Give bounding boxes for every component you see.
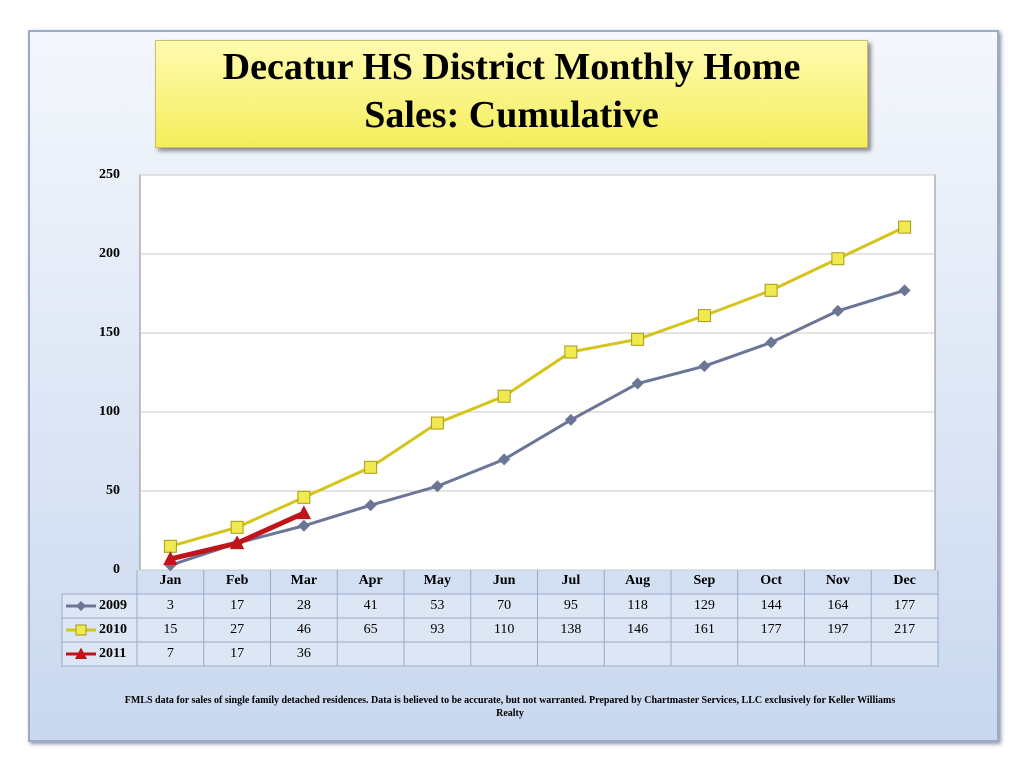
x-tick-label: Nov bbox=[826, 573, 850, 588]
marker bbox=[76, 601, 86, 611]
table-value: 53 bbox=[430, 598, 444, 613]
series-line bbox=[169, 288, 906, 567]
marker bbox=[564, 345, 578, 359]
x-tick-label: Jun bbox=[493, 573, 516, 588]
table-value: 110 bbox=[494, 622, 514, 637]
marker bbox=[75, 624, 87, 636]
table-value: 164 bbox=[827, 598, 848, 613]
table-value: 17 bbox=[230, 646, 244, 661]
x-tick-label: Apr bbox=[359, 573, 383, 588]
y-tick-label: 250 bbox=[99, 167, 120, 182]
marker bbox=[564, 413, 577, 426]
legend-label: 2009 bbox=[99, 598, 127, 613]
x-tick-label: Jul bbox=[562, 573, 581, 588]
marker bbox=[297, 490, 311, 504]
marker bbox=[498, 453, 511, 466]
marker bbox=[163, 551, 178, 565]
table-value: 146 bbox=[627, 622, 648, 637]
table-value: 7 bbox=[167, 646, 174, 661]
chart-title: Decatur HS District Monthly Home Sales: … bbox=[155, 40, 868, 148]
marker bbox=[297, 519, 310, 532]
table-value: 197 bbox=[827, 622, 848, 637]
table-value: 17 bbox=[230, 598, 244, 613]
x-tick-label: Jan bbox=[159, 573, 181, 588]
series-line bbox=[169, 225, 906, 548]
marker bbox=[831, 304, 844, 317]
x-tick-label: Oct bbox=[760, 573, 782, 588]
table-value: 177 bbox=[761, 622, 782, 637]
marker bbox=[75, 647, 87, 659]
x-tick-label: Feb bbox=[226, 573, 249, 588]
y-tick-label: 50 bbox=[106, 483, 120, 498]
y-tick-label: 200 bbox=[99, 246, 120, 261]
table-value: 46 bbox=[297, 622, 311, 637]
table-value: 93 bbox=[430, 622, 444, 637]
table-value: 177 bbox=[894, 598, 915, 613]
marker bbox=[430, 416, 444, 430]
x-tick-label: Dec bbox=[893, 573, 916, 588]
y-tick-label: 0 bbox=[113, 562, 120, 577]
marker bbox=[698, 360, 711, 373]
marker bbox=[697, 309, 711, 323]
table-value: 15 bbox=[163, 622, 177, 637]
x-tick-label: May bbox=[424, 573, 451, 588]
marker bbox=[431, 480, 444, 493]
marker bbox=[163, 539, 177, 553]
table-value: 95 bbox=[564, 598, 578, 613]
marker bbox=[364, 499, 377, 512]
table-value: 129 bbox=[694, 598, 715, 613]
table-value: 217 bbox=[894, 622, 915, 637]
marker bbox=[230, 520, 244, 534]
marker bbox=[631, 332, 645, 346]
table-value: 144 bbox=[761, 598, 782, 613]
table-value: 41 bbox=[364, 598, 378, 613]
x-tick-label: Mar bbox=[291, 573, 317, 588]
table-value: 36 bbox=[297, 646, 311, 661]
table-value: 70 bbox=[497, 598, 511, 613]
marker bbox=[364, 460, 378, 474]
marker bbox=[497, 389, 511, 403]
marker bbox=[831, 252, 845, 266]
marker bbox=[898, 284, 911, 297]
marker bbox=[296, 505, 312, 520]
legend-label: 2010 bbox=[99, 622, 127, 637]
y-tick-label: 150 bbox=[99, 325, 120, 340]
table-value: 118 bbox=[627, 598, 647, 613]
y-tick-label: 100 bbox=[99, 404, 120, 419]
footnote: FMLS data for sales of single family det… bbox=[124, 695, 896, 719]
table-value: 28 bbox=[297, 598, 311, 613]
marker bbox=[764, 283, 778, 297]
marker bbox=[898, 220, 912, 234]
table-value: 161 bbox=[694, 622, 715, 637]
table-value: 138 bbox=[560, 622, 581, 637]
table-value: 27 bbox=[230, 622, 244, 637]
marker bbox=[765, 336, 778, 349]
x-tick-label: Sep bbox=[693, 573, 715, 588]
x-tick-label: Aug bbox=[625, 573, 650, 588]
marker bbox=[631, 377, 644, 390]
table-value: 65 bbox=[364, 622, 378, 637]
legend-label: 2011 bbox=[99, 646, 126, 661]
marker bbox=[229, 535, 245, 550]
table-value: 3 bbox=[167, 598, 174, 613]
